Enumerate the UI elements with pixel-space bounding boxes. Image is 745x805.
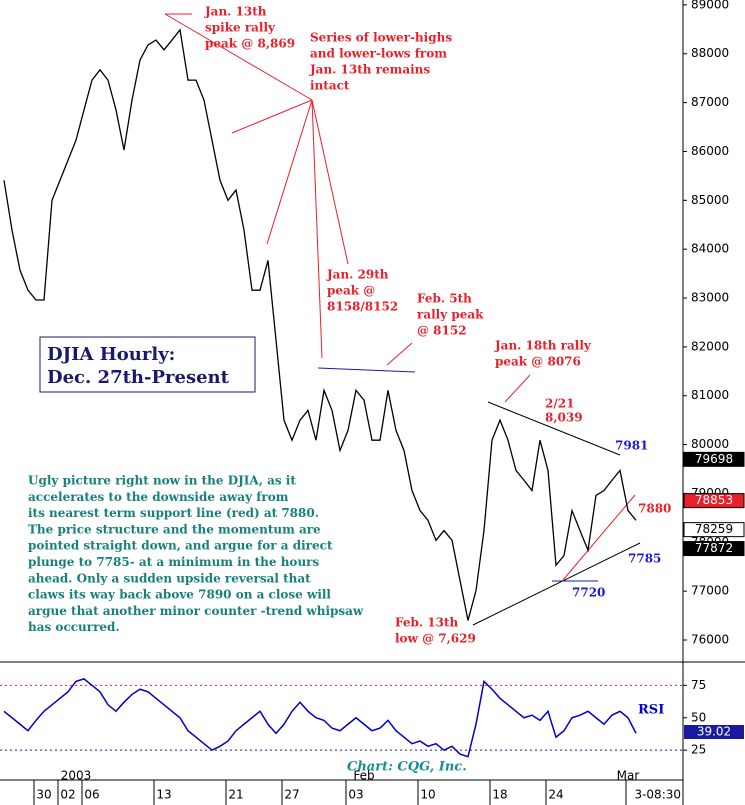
x-tick-label: 3-08:30 — [634, 788, 681, 802]
annotation: rally peak — [417, 308, 484, 322]
period-label: 2003 — [61, 769, 92, 783]
annotation: 7720 — [572, 586, 605, 600]
y-tick-label: 84000 — [691, 242, 729, 256]
pointer — [164, 13, 313, 101]
annotation: 7785 — [628, 552, 661, 566]
pointer — [311, 99, 349, 265]
annotation: and lower-lows from — [310, 47, 447, 61]
y-tick-label: 25 — [691, 743, 706, 757]
price-tag-label: 77872 — [695, 541, 733, 555]
y-tick-label: 76000 — [691, 633, 729, 647]
y-tick-label: 77000 — [691, 584, 729, 598]
annotation: intact — [310, 79, 350, 93]
price-tag — [683, 493, 745, 509]
x-tick-label: 21 — [228, 788, 243, 802]
y-tick-label: 88000 — [691, 46, 729, 60]
chart-title: Dec. 27th-Present — [47, 367, 230, 388]
annotation: peak @ 8,869 — [205, 37, 295, 51]
price-tag-label: 78259 — [695, 522, 733, 536]
y-tick-label: 85000 — [691, 193, 729, 207]
annotation: peak @ 8076 — [495, 355, 581, 369]
y-tick-label: 75 — [691, 678, 706, 692]
x-tick-label: 24 — [548, 788, 563, 802]
annotation: Feb. 5th — [417, 292, 472, 306]
x-tick-label: 30 — [36, 788, 51, 802]
y-tick-label: 89000 — [691, 0, 729, 11]
y-tick-label: 80000 — [691, 437, 729, 451]
trend-line — [487, 401, 621, 456]
annotation: Feb. 13th — [395, 616, 458, 630]
annotation: 8,039 — [545, 411, 583, 425]
pointer — [504, 374, 531, 403]
trend-line — [317, 367, 416, 373]
annotation: 8158/8152 — [327, 300, 398, 314]
pointer — [266, 99, 313, 245]
annotation: Jan. 18th rally — [494, 339, 592, 353]
commentary: pointed straight down, and argue for a d… — [28, 539, 333, 553]
x-tick-label: 13 — [156, 788, 171, 802]
price-tag — [683, 541, 745, 557]
commentary: The price structure and the momentum are — [28, 522, 321, 536]
title-box — [39, 336, 256, 393]
series-line — [3, 28, 637, 621]
commentary: ahead. Only a sudden upside reversal tha… — [28, 571, 311, 585]
commentary: accelerates to the downside away from — [28, 490, 289, 504]
annotation: spike rally — [205, 21, 276, 35]
period-label: Feb — [353, 769, 374, 783]
y-tick-label: 87000 — [691, 95, 729, 109]
y-tick-label: 82000 — [691, 339, 729, 353]
x-tick-label: 27 — [284, 788, 299, 802]
x-tick-label: 10 — [420, 788, 435, 802]
value-tag-label: 39.02 — [697, 724, 731, 738]
commentary: Ugly picture right now in the DJIA, as i… — [28, 474, 296, 488]
pointer — [231, 99, 313, 134]
series-line — [3, 678, 637, 758]
price-tag-label: 78853 — [695, 493, 733, 507]
pointer — [311, 99, 323, 359]
trend-line — [562, 494, 636, 581]
annotation: 7981 — [615, 439, 648, 453]
pointer — [386, 342, 413, 366]
annotation: Jan. 13th — [204, 5, 267, 19]
source: Chart: CQG, Inc. — [347, 760, 467, 775]
price-tag — [683, 522, 745, 538]
y-tick-label: 81000 — [691, 388, 729, 402]
trend-lines — [164, 13, 641, 626]
y-tick-label: 83000 — [691, 291, 729, 305]
x-tick-label: 02 — [60, 788, 75, 802]
commentary: argue that another minor counter -trend … — [28, 604, 364, 618]
trend-line — [472, 542, 641, 626]
period-label: Mar — [617, 769, 640, 783]
commentary: plunge to 7785- at a minimum in the hour… — [28, 555, 319, 569]
commentary: claws its way back above 7890 on a close… — [28, 588, 331, 602]
annotation: Jan. 29th — [326, 268, 389, 282]
annotation: Jan. 13th remains — [309, 63, 430, 77]
value-tag — [684, 724, 744, 739]
x-tick-label: 18 — [492, 788, 507, 802]
price-tag — [683, 451, 745, 467]
y-tick-label: 50 — [691, 710, 706, 724]
x-tick-label: 06 — [84, 788, 99, 802]
annotation: Series of lower-highs — [310, 31, 452, 45]
annotation: low @ 7,629 — [395, 632, 476, 646]
y-tick-label: 86000 — [691, 144, 729, 158]
price-tag-label: 79698 — [695, 452, 733, 466]
commentary: its nearest term support line (red) at 7… — [28, 506, 319, 520]
annotation: peak @ — [327, 284, 375, 298]
annotation: 7880 — [638, 502, 671, 516]
annotation: 2/21 — [545, 397, 574, 411]
rsi-label: RSI — [638, 703, 664, 718]
chart-title: DJIA Hourly: — [47, 344, 175, 365]
commentary: has occurred. — [28, 620, 120, 634]
annotation: @ 8152 — [417, 324, 467, 338]
x-tick-label: 03 — [348, 788, 363, 802]
